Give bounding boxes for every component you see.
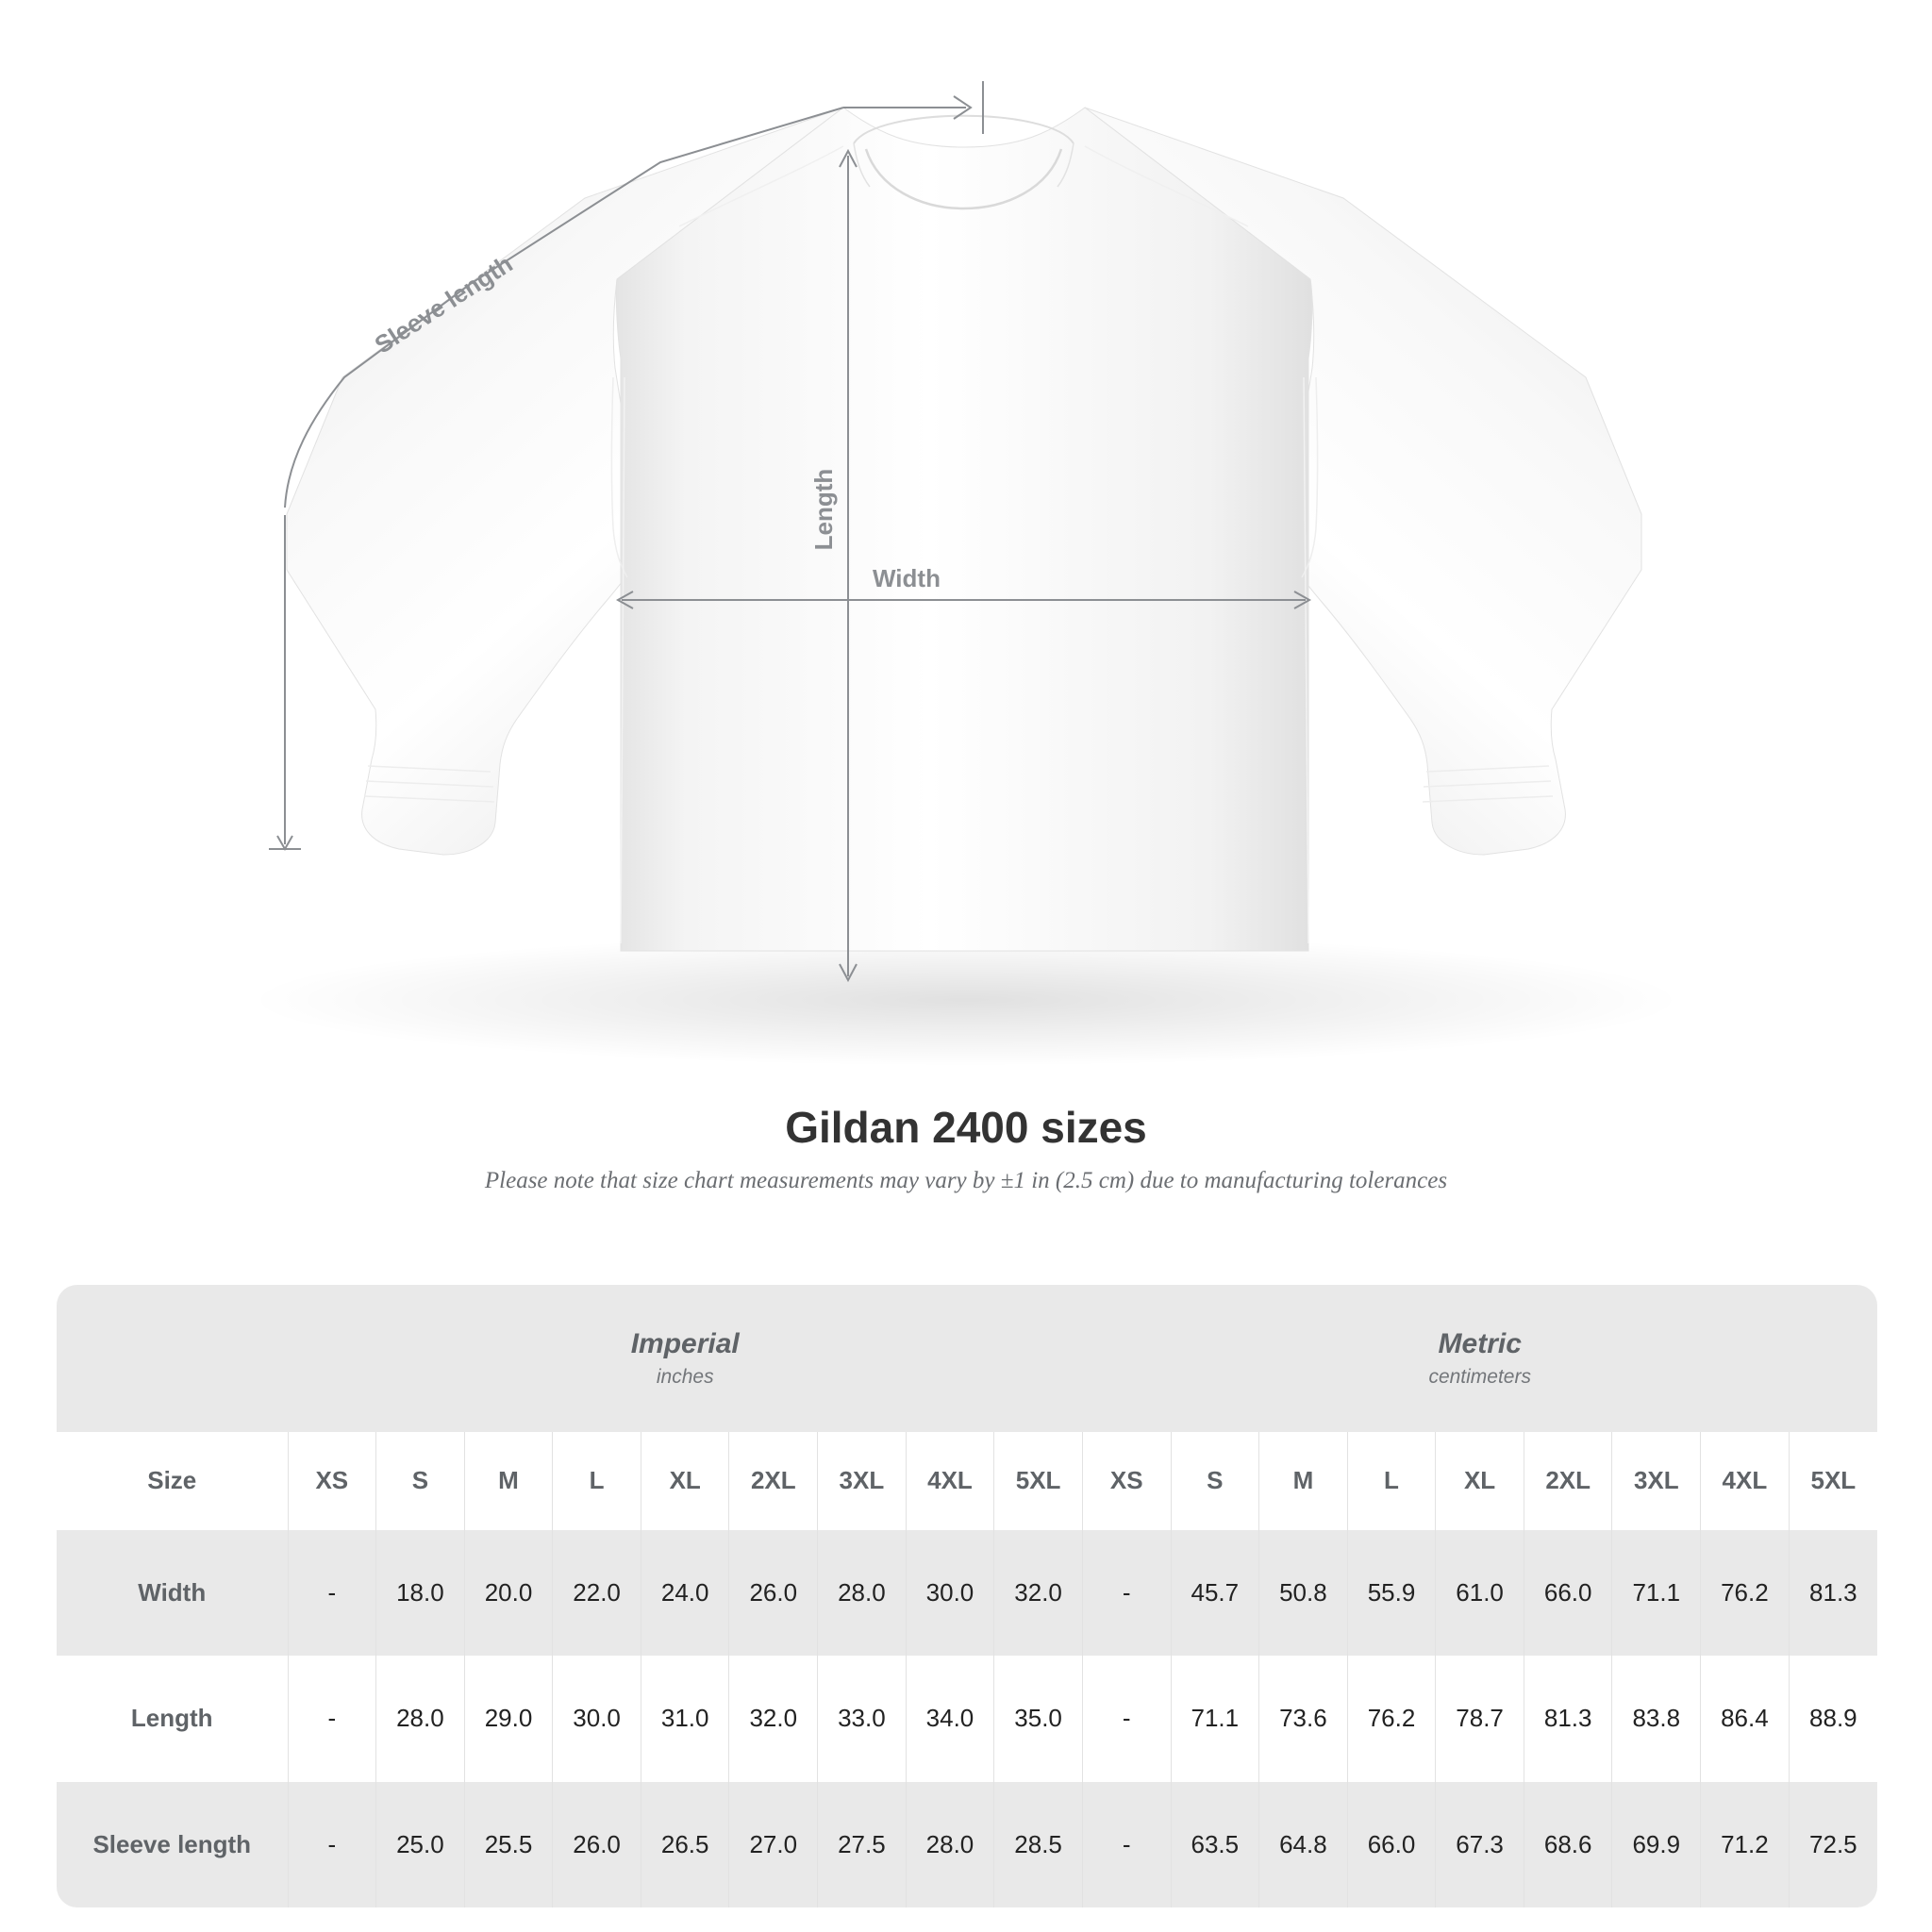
svg-text:Length: Length — [809, 469, 838, 551]
svg-text:Width: Width — [873, 564, 941, 592]
